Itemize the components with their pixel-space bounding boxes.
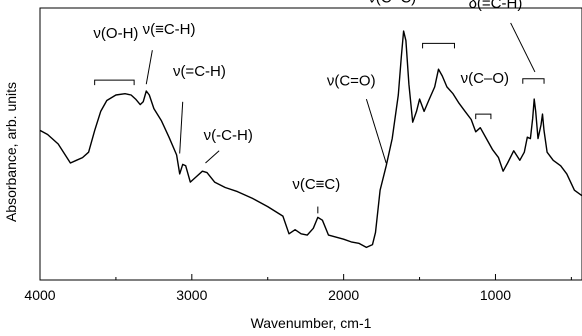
- annotation-bracket: [522, 78, 545, 84]
- annotation-bracket: [422, 42, 455, 49]
- band-annotation-label: ν(≡C-H): [143, 21, 196, 38]
- band-annotation-label: δ(=C-H): [469, 0, 523, 12]
- band-annotation-label: ν(O-H): [93, 25, 138, 42]
- x-axis-title: Wavenumber, cm-1: [251, 315, 372, 331]
- annotation-leader-line: [145, 50, 153, 85]
- annotation-bracket: [94, 79, 135, 86]
- plot-frame: [39, 7, 582, 281]
- annotation-leader-line: [179, 101, 184, 154]
- band-annotation-label: ν(=C-H): [173, 63, 226, 80]
- band-annotation-label: ν(C≡C): [292, 176, 340, 193]
- annotation-leader-line: [205, 150, 220, 164]
- band-annotation-label: ν(C=O): [327, 73, 376, 90]
- band-annotations: ν(O-H) ν(≡C-H) ν(=C-H) ν(-C-H) ν(C≡C) ν(C=O) ν…: [93, 0, 545, 214]
- x-tick-label: 4000: [24, 287, 55, 303]
- band-annotation-label: ν(C=C): [368, 0, 416, 7]
- annotation-leader-line: [365, 98, 387, 164]
- band-annotation-label: ν(C–O): [461, 70, 509, 87]
- x-tick-label: 3000: [176, 287, 207, 303]
- x-axis-tick-labels: 4000 3000 2000 1000: [24, 287, 511, 303]
- band-annotation-label: ν(-C-H): [204, 127, 253, 144]
- x-axis-ticks: [39, 274, 572, 280]
- annotation-leader-line: [510, 22, 536, 73]
- annotation-bracket: [475, 113, 492, 120]
- spectrum-line: [39, 30, 582, 249]
- y-axis-title: Absorbance, arb. units: [3, 82, 19, 222]
- x-tick-label: 2000: [328, 287, 359, 303]
- x-tick-label: 1000: [480, 287, 511, 303]
